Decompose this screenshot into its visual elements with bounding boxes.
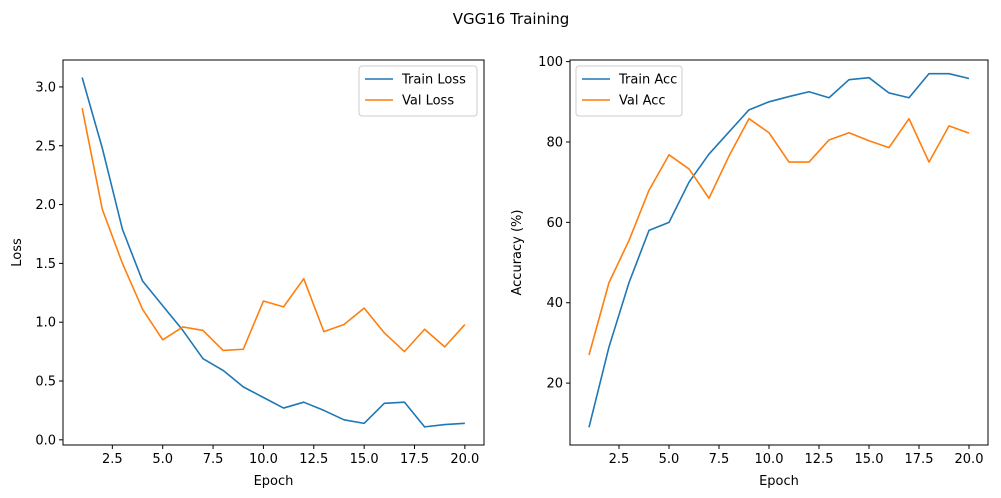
loss-y-axis-label: Loss <box>10 238 25 267</box>
loss-x-tick-label: 7.5 <box>203 452 224 467</box>
accuracy-series-line-0 <box>588 72 970 428</box>
accuracy-x-ticks: 2.5 5.0 7.5 10.0 12.5 15.0 17.5 20.0 <box>609 445 984 467</box>
loss-y-ticks: 0.0 0.5 1.0 1.5 2.0 2.5 3.0 <box>35 80 63 448</box>
loss-y-tick-label: 1.0 <box>35 316 56 331</box>
loss-x-tick-label: 10.0 <box>249 452 278 467</box>
accuracy-series-line-1 <box>588 117 970 356</box>
accuracy-y-tick-label: 40 <box>546 296 563 311</box>
accuracy-y-tick-label: 60 <box>546 216 563 231</box>
figure-title: VGG16 Training <box>453 10 570 28</box>
accuracy-legend: Train Acc Val Acc <box>575 65 683 117</box>
loss-series-line-0 <box>81 77 465 428</box>
loss-series-line-1 <box>81 107 466 353</box>
loss-x-tick-label: 17.5 <box>400 452 429 467</box>
accuracy-legend-label-0: Train Acc <box>618 73 677 88</box>
loss-x-tick-label: 2.5 <box>102 452 123 467</box>
loss-y-tick-label: 2.5 <box>35 139 56 154</box>
accuracy-x-tick-label: 10.0 <box>755 452 784 467</box>
loss-legend: Train Loss Val Loss <box>358 65 478 117</box>
loss-axes-frame <box>62 59 485 446</box>
accuracy-x-tick-label: 20.0 <box>955 452 984 467</box>
loss-x-ticks: 2.5 5.0 7.5 10.0 12.5 15.0 17.5 20.0 <box>102 445 479 467</box>
accuracy-x-tick-label: 2.5 <box>609 452 630 467</box>
loss-y-tick-label: 3.0 <box>35 80 56 95</box>
loss-x-axis-label: Epoch <box>254 474 294 489</box>
loss-chart: 2.5 5.0 7.5 10.0 12.5 15.0 17.5 20.0 0.0 0.5 1.0 1… <box>10 59 485 489</box>
accuracy-x-tick-label: 7.5 <box>709 452 730 467</box>
accuracy-x-tick-label: 17.5 <box>905 452 934 467</box>
accuracy-x-tick-label: 15.0 <box>855 452 884 467</box>
accuracy-x-tick-label: 5.0 <box>659 452 680 467</box>
loss-lines <box>81 77 466 428</box>
accuracy-y-axis-label: Accuracy (%) <box>510 210 525 296</box>
loss-y-tick-label: 0.0 <box>35 433 56 448</box>
accuracy-legend-label-1: Val Acc <box>619 94 666 109</box>
accuracy-y-tick-label: 100 <box>538 55 563 70</box>
loss-x-tick-label: 12.5 <box>299 452 328 467</box>
loss-legend-label-0: Train Loss <box>401 73 466 88</box>
loss-legend-label-1: Val Loss <box>402 94 454 109</box>
loss-x-tick-label: 20.0 <box>450 452 479 467</box>
accuracy-lines <box>588 72 970 428</box>
loss-y-tick-label: 0.5 <box>35 375 56 390</box>
accuracy-y-tick-label: 20 <box>546 377 563 392</box>
accuracy-y-ticks: 20 40 60 80 100 <box>538 55 570 392</box>
loss-y-tick-label: 2.0 <box>35 198 56 213</box>
accuracy-chart: 2.5 5.0 7.5 10.0 12.5 15.0 17.5 20.0 20 40 60 80 10… <box>510 55 989 489</box>
accuracy-x-tick-label: 12.5 <box>805 452 834 467</box>
accuracy-x-axis-label: Epoch <box>759 474 799 489</box>
accuracy-axes-frame <box>569 59 989 446</box>
loss-x-tick-label: 5.0 <box>152 452 173 467</box>
loss-x-tick-label: 15.0 <box>350 452 379 467</box>
loss-y-tick-label: 1.5 <box>35 257 56 272</box>
accuracy-y-tick-label: 80 <box>546 135 563 150</box>
